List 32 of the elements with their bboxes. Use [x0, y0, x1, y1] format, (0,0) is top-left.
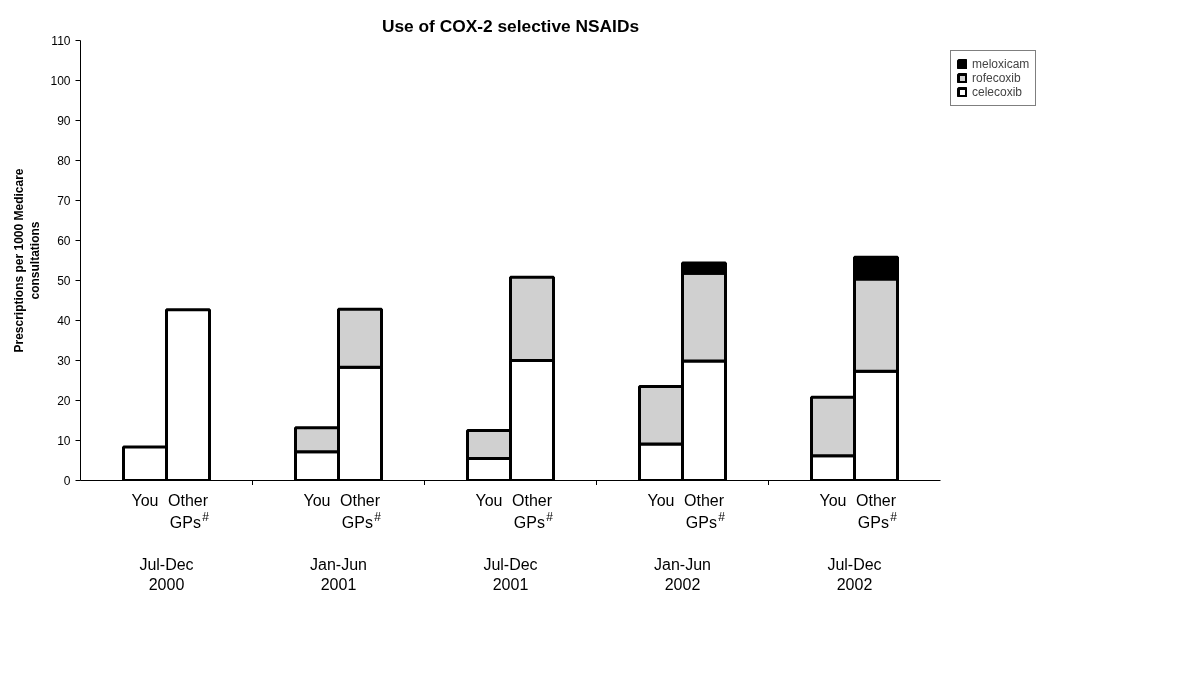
x-tick-label: Other GPs#: [167, 491, 210, 531]
chart-title: Use of COX-2 selective NSAIDs: [381, 15, 640, 36]
y-tick-label: 10: [57, 434, 71, 448]
text: Jul-Dec 2001: [483, 555, 538, 593]
x-tick-label: You: [819, 491, 847, 509]
x-tick-label: Other GPs#: [683, 491, 726, 531]
y-tick-label: 40: [57, 314, 71, 328]
y-tick-label: 70: [57, 194, 71, 208]
text: Jan-Jun 2001: [310, 555, 367, 593]
legend-label: meloxicam: [972, 57, 1030, 71]
x-tick-label: You: [131, 491, 159, 509]
y-tick-label: 100: [50, 74, 71, 88]
x-tick-label: Other GPs#: [339, 491, 382, 531]
legend-label: celecoxib: [972, 85, 1023, 99]
x-tick-label: You: [303, 491, 331, 509]
y-tick-label: 50: [57, 274, 71, 288]
y-tick-label: 30: [57, 354, 71, 368]
y-tick-label: 80: [57, 154, 71, 168]
x-tick-label: You: [647, 491, 675, 509]
y-axis-title: Prescriptions per 1000 Medicare consultations: [11, 168, 43, 353]
y-tick-label: 20: [57, 394, 71, 408]
x-tick-label: Other GPs#: [855, 491, 898, 531]
x-tick-label: Other GPs#: [511, 491, 554, 531]
text: Jul-Dec 2000: [139, 555, 194, 593]
x-tick-label: You: [475, 491, 503, 509]
y-tick-label: 110: [51, 34, 71, 48]
y-tick-label: 60: [57, 234, 71, 248]
text: Jan-Jun 2002: [654, 555, 711, 593]
y-tick-label: 0: [63, 474, 71, 488]
text: Jul-Dec 2002: [827, 555, 882, 593]
y-tick-label: 90: [57, 114, 71, 128]
legend-label: rofecoxib: [972, 71, 1021, 85]
